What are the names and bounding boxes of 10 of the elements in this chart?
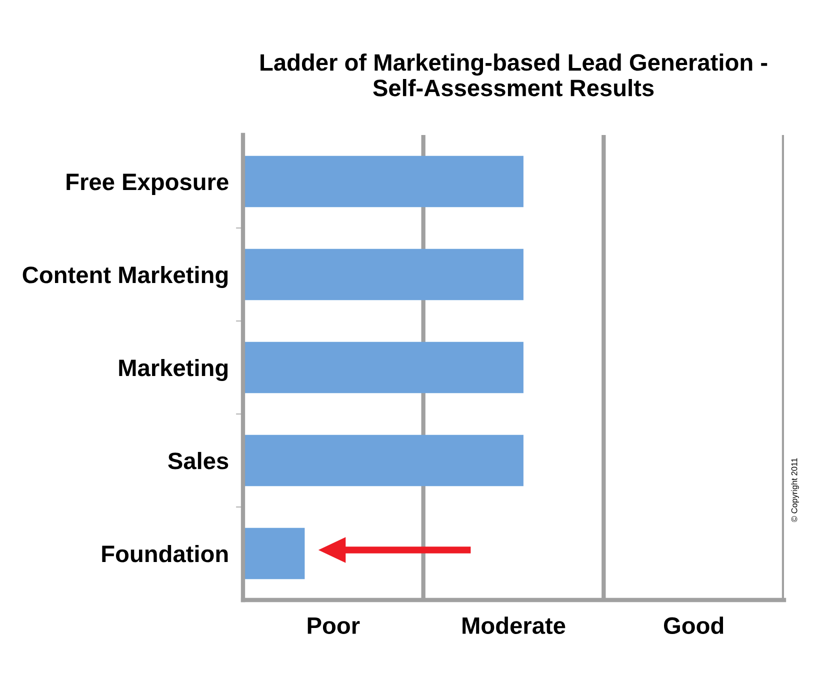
y-tick-label: Free Exposure bbox=[66, 174, 228, 195]
y-tick-label: Content Marketing bbox=[22, 266, 228, 288]
text: © Copyright 2011 bbox=[791, 458, 799, 522]
y-tick-label: Sales bbox=[168, 452, 228, 470]
chart-title: Ladder of Marketing-based Lead Generation - Self-Assessment Results bbox=[260, 53, 768, 96]
y-tick-label: Marketing bbox=[119, 358, 228, 382]
ref-line-label: Poor bbox=[308, 618, 360, 634]
y-tick-label: Foundation bbox=[102, 544, 228, 562]
ref-line-label: Moderate bbox=[462, 616, 566, 634]
ref-line-label: Good bbox=[664, 616, 724, 634]
